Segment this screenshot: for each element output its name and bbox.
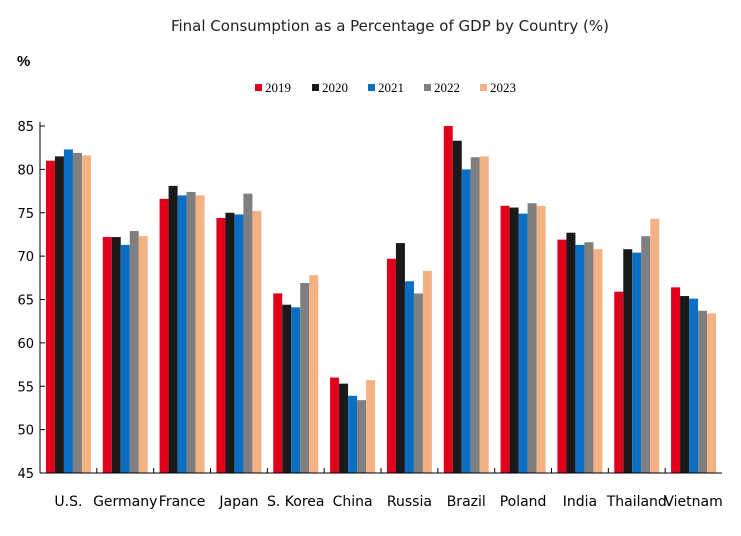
bar-poland-2020: [509, 207, 519, 474]
legend-swatch-2019: [255, 84, 262, 91]
y-tick-label: 75: [17, 207, 34, 222]
bar-germany-2019: [102, 237, 112, 473]
y-tick-label: 80: [17, 163, 34, 178]
y-tick-label: 50: [17, 424, 34, 439]
bar-india-2020: [566, 232, 576, 473]
bar-brazil-2019: [443, 126, 453, 473]
y-tick-label: 60: [17, 337, 34, 352]
bar-us-2020: [54, 156, 64, 474]
bar-vietnam-2020: [680, 296, 690, 473]
bar-germany-2023: [138, 236, 148, 473]
bar-us-2021: [63, 149, 73, 474]
y-tick-label: 45: [17, 467, 34, 482]
y-tick-label: 55: [17, 380, 34, 395]
x-tick-label: Japan: [218, 494, 258, 510]
legend-label-2020: 2020: [322, 80, 348, 95]
axes-group: 45 50 55 60 65 70 75 80 85 U.S. Germany France Japan…: [17, 120, 722, 510]
x-tick-label: Germany: [93, 494, 157, 510]
bar-skorea-2023: [309, 275, 319, 473]
x-tick-label: Poland: [500, 494, 547, 510]
bar-vietnam-2022: [698, 310, 708, 473]
bar-japan-2019: [216, 217, 226, 473]
bar-brazil-2020: [452, 140, 462, 473]
bars-group: [45, 126, 717, 474]
bar-india-2021: [575, 244, 585, 473]
legend-swatch-2021: [368, 84, 375, 91]
bar-russia-2020: [395, 243, 405, 473]
legend-label-2022: 2022: [434, 80, 460, 95]
bar-india-2022: [584, 242, 594, 473]
bar-poland-2021: [518, 213, 528, 473]
bar-thailand-2020: [623, 249, 633, 473]
bar-skorea-2021: [291, 307, 301, 473]
bar-vietnam-2021: [689, 298, 699, 473]
bar-france-2022: [186, 191, 196, 473]
bar-china-2021: [348, 395, 358, 473]
bar-japan-2022: [243, 193, 253, 473]
bar-germany-2022: [129, 230, 139, 473]
bar-germany-2021: [120, 244, 130, 473]
x-tick-label: U.S.: [54, 494, 82, 510]
bar-france-2023: [195, 195, 205, 473]
bar-japan-2023: [252, 211, 262, 473]
legend-swatch-2023: [480, 84, 487, 91]
bar-china-2020: [339, 383, 349, 473]
bar-india-2019: [557, 239, 567, 473]
bar-russia-2023: [422, 270, 432, 473]
bar-us-2023: [81, 155, 91, 473]
legend-swatch-2020: [312, 84, 319, 91]
x-tick-label: France: [159, 494, 206, 510]
legend: 2019 2020 2021 2022 2023: [255, 80, 516, 95]
bar-thailand-2022: [641, 236, 651, 473]
bar-skorea-2020: [282, 304, 292, 473]
x-tick-label: S. Korea: [267, 494, 324, 510]
bar-brazil-2022: [470, 157, 480, 474]
x-tick-label: China: [333, 494, 373, 510]
x-tick-label: Thailand: [606, 494, 667, 510]
legend-label-2023: 2023: [490, 80, 516, 95]
bar-russia-2022: [413, 293, 423, 473]
bar-china-2022: [357, 400, 367, 473]
legend-label-2019: 2019: [265, 80, 291, 95]
bar-vietnam-2019: [671, 287, 681, 473]
bar-japan-2021: [234, 214, 244, 474]
bar-france-2020: [168, 185, 178, 474]
bar-russia-2019: [386, 258, 396, 473]
y-axis-unit-label: %: [17, 53, 30, 70]
bar-france-2021: [177, 195, 187, 473]
bar-france-2019: [159, 198, 169, 473]
bar-brazil-2021: [461, 169, 471, 474]
bar-russia-2021: [404, 281, 414, 473]
bar-china-2019: [330, 377, 340, 473]
bar-thailand-2021: [632, 252, 642, 473]
bar-skorea-2022: [300, 283, 310, 473]
bar-india-2023: [593, 249, 603, 473]
bar-brazil-2023: [479, 156, 489, 474]
x-tick-label: India: [563, 494, 597, 510]
y-tick-label: 85: [17, 120, 34, 135]
bar-china-2023: [366, 380, 376, 473]
chart-title: Final Consumption as a Percentage of GDP…: [171, 17, 609, 35]
x-tick-label: Vietnam: [664, 494, 722, 510]
bar-japan-2020: [225, 212, 235, 473]
bar-thailand-2019: [614, 291, 624, 473]
bar-poland-2022: [527, 203, 537, 473]
bar-thailand-2023: [650, 218, 660, 473]
bar-vietnam-2023: [707, 313, 717, 473]
y-tick-label: 70: [17, 250, 34, 265]
bar-poland-2023: [536, 205, 546, 473]
bar-skorea-2019: [273, 293, 283, 473]
legend-swatch-2022: [424, 84, 431, 91]
bar-germany-2020: [111, 237, 121, 473]
bar-poland-2019: [500, 205, 510, 473]
bar-us-2019: [45, 160, 55, 473]
legend-label-2021: 2021: [378, 80, 404, 95]
x-tick-label: Russia: [387, 494, 432, 510]
bar-us-2022: [72, 152, 82, 473]
y-tick-label: 65: [17, 294, 34, 309]
x-tick-label: Brazil: [447, 494, 486, 510]
